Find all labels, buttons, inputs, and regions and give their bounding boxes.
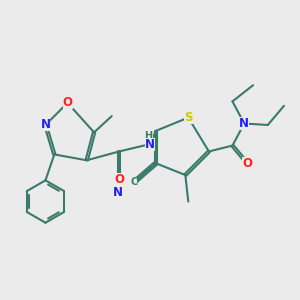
- Text: H: H: [146, 139, 154, 149]
- Text: O: O: [114, 173, 124, 186]
- Text: N: N: [112, 186, 123, 199]
- Text: H: H: [145, 131, 153, 141]
- Text: S: S: [184, 111, 193, 124]
- Text: O: O: [242, 157, 252, 170]
- Text: N: N: [239, 117, 249, 130]
- Text: C: C: [130, 177, 137, 188]
- Text: N: N: [145, 138, 155, 151]
- Text: O: O: [63, 96, 73, 110]
- Text: N: N: [40, 118, 50, 131]
